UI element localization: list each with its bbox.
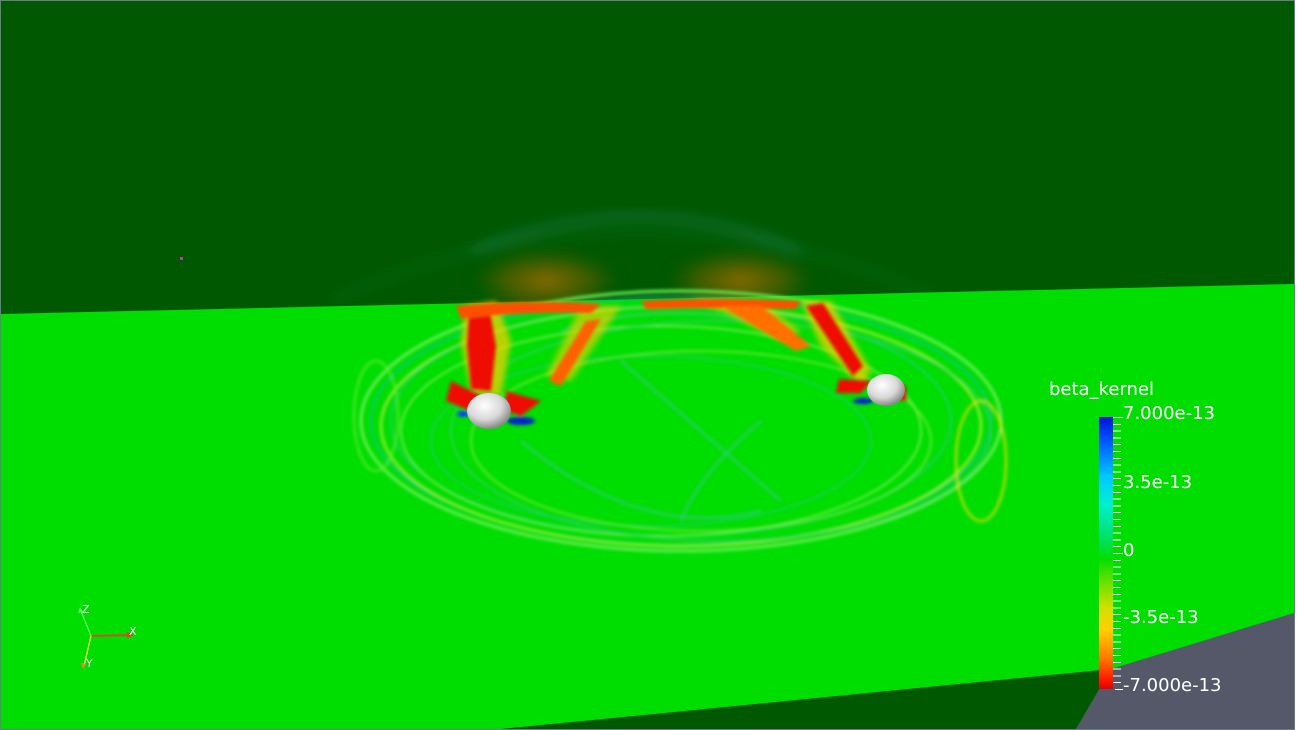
axes-glyph — [78, 607, 134, 669]
model-side-face — [1076, 613, 1294, 729]
wave-rings — [352, 289, 1008, 553]
lower-dark-strip — [501, 669, 1111, 729]
colorbar-label-lower: -3.5e-13 — [1123, 607, 1199, 628]
colorbar-tick — [1115, 417, 1123, 418]
sphere-marker — [467, 393, 511, 429]
pick-marker — [180, 257, 183, 260]
color-legend: beta_kernel 7.000e-13 3.5e-13 0 -3.5e-13… — [1047, 379, 1247, 699]
colorbar-label-upper: 3.5e-13 — [1123, 472, 1193, 493]
colorbar-tick — [1115, 553, 1123, 554]
kernel-hotspots — [446, 299, 906, 425]
axis-x-label: X — [129, 625, 137, 638]
colorbar-label-zero: 0 — [1123, 540, 1135, 561]
colorbar-gradient — [1099, 417, 1113, 689]
axis-y-label: Y — [86, 657, 93, 670]
axis-z-label: Z — [82, 603, 90, 616]
colorbar-label-min: -7.000e-13 — [1123, 675, 1222, 696]
colorbar-title: beta_kernel — [1049, 379, 1155, 400]
orientation-axes: Z X Y — [61, 597, 151, 677]
colorbar-tick — [1115, 689, 1123, 690]
sphere-marker — [867, 374, 905, 406]
colorbar-label-max: 7.000e-13 — [1123, 403, 1216, 424]
